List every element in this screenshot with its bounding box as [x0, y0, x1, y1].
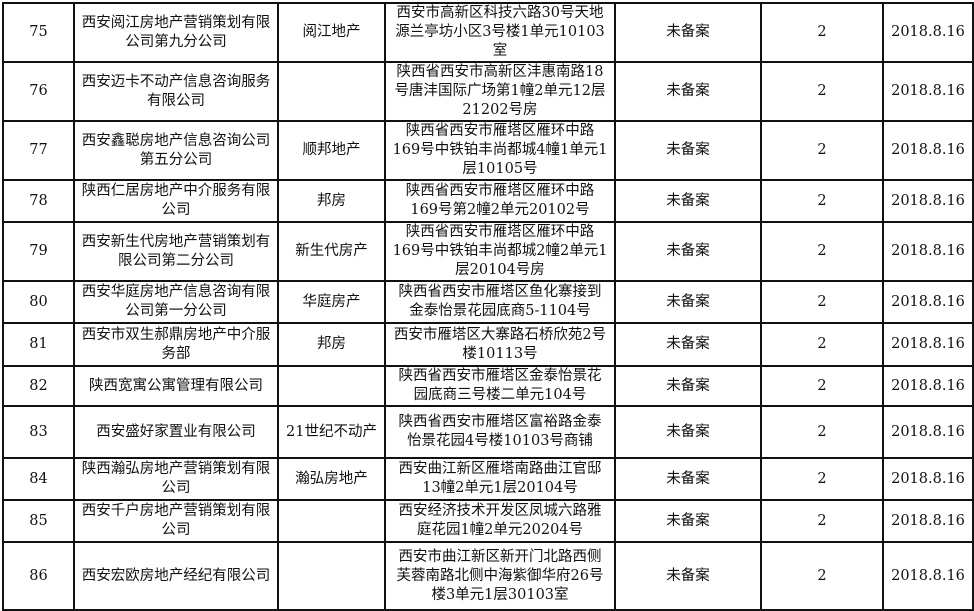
row-number-cell: 75: [2, 2, 75, 63]
date-cell: 2018.8.16: [882, 365, 974, 407]
row-number-cell: 82: [2, 365, 75, 407]
filing-status-cell: 未备案: [614, 365, 762, 407]
date-cell: 2018.8.16: [882, 120, 974, 181]
count-cell: 2: [760, 179, 884, 223]
table-row: 81 西安市双生郝鼎房地产中介服务部 邦房 西安市雁塔区大寨路石桥欣苑2号楼10113…: [2, 322, 974, 367]
row-number-cell: 83: [2, 405, 75, 459]
date-cell: 2018.8.16: [882, 457, 974, 501]
count-cell: 2: [760, 457, 884, 501]
date-cell: 2018.8.16: [882, 2, 974, 63]
date-cell: 2018.8.16: [882, 405, 974, 459]
date-cell: 2018.8.16: [882, 541, 974, 611]
address-cell: 陕西省西安市雁塔区富裕路金泰怡景花园4号楼10103号商铺: [384, 405, 616, 459]
address-cell: 西安经济技术开发区凤城六路雅庭花园1幢2单元20204号: [384, 499, 616, 543]
address-cell: 陕西省西安市雁塔区雁环中路169号中铁铂丰尚都城4幢1单元1层10105号: [384, 120, 616, 181]
row-number-cell: 79: [2, 221, 75, 282]
row-number-cell: 77: [2, 120, 75, 181]
date-cell: 2018.8.16: [882, 61, 974, 122]
brand-name-cell: 21世纪不动产: [277, 405, 386, 459]
count-cell: 2: [760, 2, 884, 63]
date-cell: 2018.8.16: [882, 322, 974, 367]
brand-name-cell: [277, 365, 386, 407]
brand-name-cell: 瀚弘房地产: [277, 457, 386, 501]
table-row: 75 西安阅江房地产营销策划有限公司第九分公司 阅江地产 西安市高新区科技六路30号天…: [2, 2, 974, 63]
count-cell: 2: [760, 322, 884, 367]
company-name-cell: 西安宏欧房地产经纪有限公司: [73, 541, 279, 611]
count-cell: 2: [760, 365, 884, 407]
row-number-cell: 85: [2, 499, 75, 543]
filing-status-cell: 未备案: [614, 322, 762, 367]
company-name-cell: 西安盛好家置业有限公司: [73, 405, 279, 459]
brand-name-cell: 邦房: [277, 179, 386, 223]
brand-name-cell: [277, 499, 386, 543]
table-row: 80 西安华庭房地产信息咨询有限公司第一分公司 华庭房产 陕西省西安市雁塔区鱼化寨接到…: [2, 280, 974, 324]
filing-status-cell: 未备案: [614, 499, 762, 543]
count-cell: 2: [760, 280, 884, 324]
date-cell: 2018.8.16: [882, 221, 974, 282]
count-cell: 2: [760, 499, 884, 543]
company-name-cell: 西安迈卡不动产信息咨询服务有限公司: [73, 61, 279, 122]
filing-status-cell: 未备案: [614, 120, 762, 181]
company-name-cell: 西安市双生郝鼎房地产中介服务部: [73, 322, 279, 367]
filing-status-cell: 未备案: [614, 541, 762, 611]
brand-name-cell: 华庭房产: [277, 280, 386, 324]
company-name-cell: 陕西瀚弘房地产营销策划有限公司: [73, 457, 279, 501]
date-cell: 2018.8.16: [882, 280, 974, 324]
row-number-cell: 76: [2, 61, 75, 122]
brand-name-cell: [277, 61, 386, 122]
address-cell: 西安曲江新区雁塔南路曲江官邸13幢2单元1层20104号: [384, 457, 616, 501]
brand-name-cell: [277, 541, 386, 611]
address-cell: 陕西省西安市雁塔区雁环中路169号第2幢2单元20102号: [384, 179, 616, 223]
table-row: 76 西安迈卡不动产信息咨询服务有限公司 陕西省西安市高新区沣惠南路18号唐沣国际广…: [2, 61, 974, 122]
brand-name-cell: 新生代房产: [277, 221, 386, 282]
table-row: 84 陕西瀚弘房地产营销策划有限公司 瀚弘房地产 西安曲江新区雁塔南路曲江官邸13幢2…: [2, 457, 974, 501]
company-name-cell: 西安华庭房地产信息咨询有限公司第一分公司: [73, 280, 279, 324]
row-number-cell: 86: [2, 541, 75, 611]
company-name-cell: 西安鑫聪房地产信息咨询公司第五分公司: [73, 120, 279, 181]
company-name-cell: 陕西宽寓公寓管理有限公司: [73, 365, 279, 407]
table-row: 82 陕西宽寓公寓管理有限公司 陕西省西安市雁塔区金泰怡景花园底商三号楼二单元104…: [2, 365, 974, 407]
brand-name-cell: 阅江地产: [277, 2, 386, 63]
company-name-cell: 西安新生代房地产营销策划有限公司第二分公司: [73, 221, 279, 282]
filing-status-cell: 未备案: [614, 221, 762, 282]
address-cell: 陕西省西安市雁塔区雁环中路169号中铁铂丰尚都城2幢2单元1层20104号房: [384, 221, 616, 282]
address-cell: 陕西省西安市雁塔区鱼化寨接到金泰怡景花园底商5-1104号: [384, 280, 616, 324]
date-cell: 2018.8.16: [882, 499, 974, 543]
count-cell: 2: [760, 405, 884, 459]
address-cell: 陕西省西安市高新区沣惠南路18号唐沣国际广场第1幢2单元12层21202号房: [384, 61, 616, 122]
count-cell: 2: [760, 120, 884, 181]
company-name-cell: 西安阅江房地产营销策划有限公司第九分公司: [73, 2, 279, 63]
filing-status-cell: 未备案: [614, 61, 762, 122]
address-cell: 西安市曲江新区新开门北路西侧芙蓉南路北侧中海紫御华府26号楼3单元1层30103…: [384, 541, 616, 611]
table-row: 83 西安盛好家置业有限公司 21世纪不动产 陕西省西安市雁塔区富裕路金泰怡景花园4号…: [2, 405, 974, 459]
row-number-cell: 84: [2, 457, 75, 501]
count-cell: 2: [760, 61, 884, 122]
filing-status-cell: 未备案: [614, 405, 762, 459]
table-row: 86 西安宏欧房地产经纪有限公司 西安市曲江新区新开门北路西侧芙蓉南路北侧中海紫御华…: [2, 541, 974, 611]
count-cell: 2: [760, 221, 884, 282]
filing-status-cell: 未备案: [614, 2, 762, 63]
address-cell: 西安市雁塔区大寨路石桥欣苑2号楼10113号: [384, 322, 616, 367]
row-number-cell: 78: [2, 179, 75, 223]
filing-status-cell: 未备案: [614, 457, 762, 501]
table-row: 79 西安新生代房地产营销策划有限公司第二分公司 新生代房产 陕西省西安市雁塔区雁环中…: [2, 221, 974, 282]
row-number-cell: 80: [2, 280, 75, 324]
table-row: 78 陕西仁居房地产中介服务有限公司 邦房 陕西省西安市雁塔区雁环中路169号第2幢2…: [2, 179, 974, 223]
company-name-cell: 陕西仁居房地产中介服务有限公司: [73, 179, 279, 223]
company-name-cell: 西安千户房地产营销策划有限公司: [73, 499, 279, 543]
table-row: 77 西安鑫聪房地产信息咨询公司第五分公司 顺邦地产 陕西省西安市雁塔区雁环中路169…: [2, 120, 974, 181]
date-cell: 2018.8.16: [882, 179, 974, 223]
row-number-cell: 81: [2, 322, 75, 367]
address-cell: 陕西省西安市雁塔区金泰怡景花园底商三号楼二单元104号: [384, 365, 616, 407]
brand-name-cell: 邦房: [277, 322, 386, 367]
filing-status-cell: 未备案: [614, 179, 762, 223]
brand-name-cell: 顺邦地产: [277, 120, 386, 181]
count-cell: 2: [760, 541, 884, 611]
address-cell: 西安市高新区科技六路30号天地源兰亭坊小区3号楼1单元10103室: [384, 2, 616, 63]
table-row: 85 西安千户房地产营销策划有限公司 西安经济技术开发区凤城六路雅庭花园1幢2单元2…: [2, 499, 974, 543]
filing-status-cell: 未备案: [614, 280, 762, 324]
